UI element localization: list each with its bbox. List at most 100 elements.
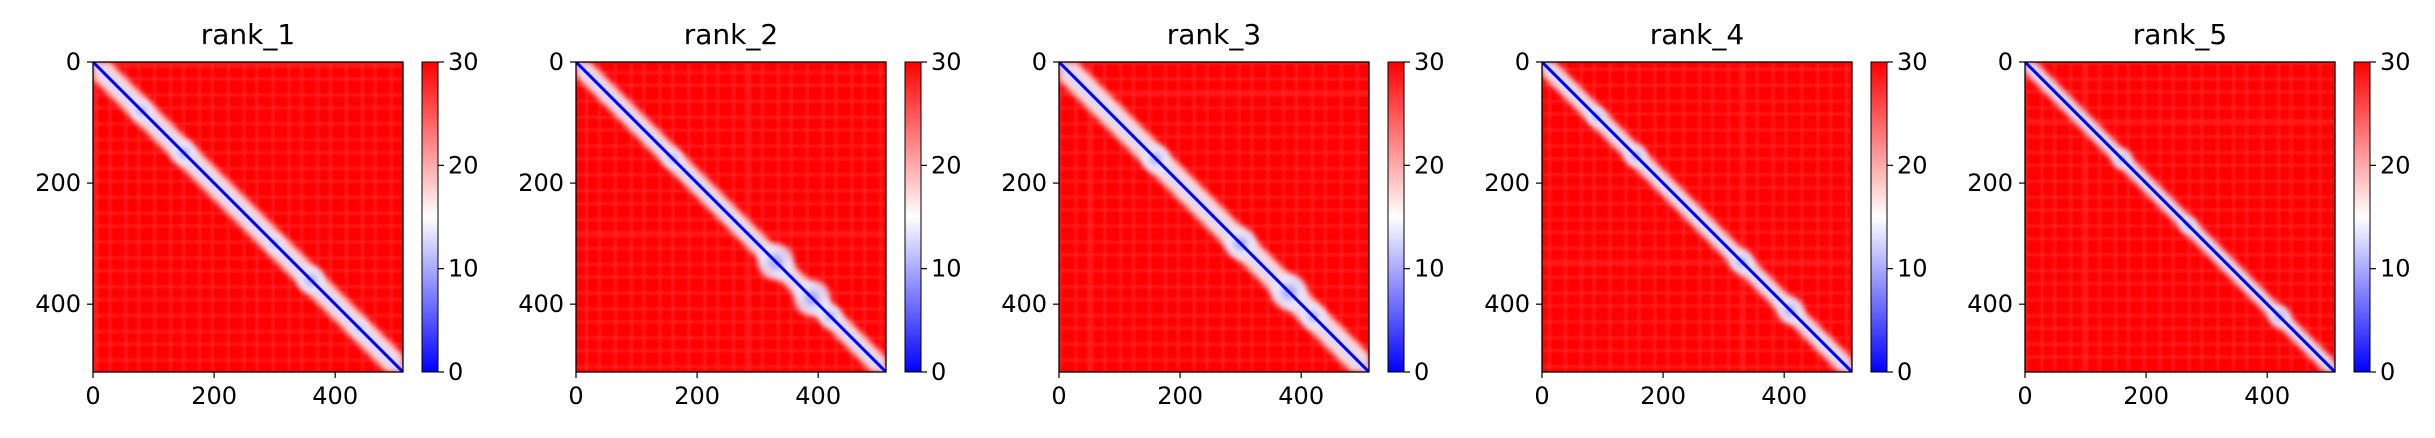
texture-streak [2025,90,2335,93]
texture-streak [576,320,886,323]
texture-streak [1164,62,1167,372]
y-tick-label: 0 [549,48,564,76]
colorbar-tick-label: 0 [2380,358,2395,386]
x-tick-label: 0 [568,382,583,410]
texture-streak [169,62,172,372]
texture-streak [1542,100,1852,103]
texture-streak [1625,62,1628,372]
texture-streak [2025,314,2335,317]
colorbar-gradient [2353,61,2371,373]
texture-streak [96,62,99,372]
texture-streak [2025,62,2027,372]
texture-streak [1059,343,1369,346]
colorbar-tick-label: 30 [448,48,479,76]
texture-streak [863,62,866,372]
x-tick-label: 0 [2017,382,2032,410]
texture-streak [2025,62,2335,64]
texture-streak [108,62,111,372]
texture-streak [2025,269,2335,272]
texture-streak [2245,62,2248,372]
colorbar: 0 10 20 30 [1870,48,1928,386]
x-tick-label: 200 [191,382,237,410]
texture-streak [585,62,588,372]
y-tick-label: 0 [1032,48,1047,76]
texture-streak [316,62,319,372]
texture-streak [2040,62,2043,372]
texture-streak [93,77,403,80]
texture-streak [93,359,403,362]
texture-streak [748,62,751,372]
texture-streak [1772,62,1775,372]
texture-streak [2232,62,2235,372]
x-tick-label: 400 [795,382,841,410]
texture-streak [2025,135,2335,138]
texture-streak [93,65,403,68]
texture-streak [1059,106,1369,109]
heatmap-image [1059,62,1369,372]
x-tick-label: 200 [674,382,720,410]
texture-streak [671,62,674,372]
texture-streak [1542,113,1852,116]
y-tick-label: 400 [1001,290,1047,318]
plot-title: rank_1 [201,18,295,51]
texture-streak [287,62,290,372]
texture-streak [576,189,886,192]
x-tick-label: 200 [1640,382,1686,410]
texture-streak [2277,62,2280,372]
colorbar-tick-label: 30 [931,48,962,76]
colorbar-tick-label: 20 [2380,151,2411,179]
texture-streak [2025,122,2335,125]
texture-streak [2025,77,2335,80]
colorbar-tick-label: 10 [1414,255,1445,283]
texture-streak [576,308,886,311]
texture-streak [806,62,809,372]
texture-streak [93,285,403,288]
texture-streak [1756,62,1759,372]
texture-streak [790,62,793,372]
texture-streak [1542,365,1852,368]
texture-streak [2127,62,2130,372]
texture-streak [1059,151,1369,154]
colorbar: 0 10 20 30 [1387,48,1445,386]
texture-streak [2025,106,2335,109]
texture-streak [93,167,403,170]
texture-streak [271,62,274,372]
y-tick-label: 0 [1515,48,1530,76]
texture-streak [390,62,393,372]
texture-streak [2098,62,2101,372]
texture-streak [1800,62,1803,372]
texture-streak [1090,62,1093,372]
colorbar-gradient [1387,61,1405,373]
texture-streak [1542,68,1852,71]
colorbar-tick-label: 30 [1897,48,1928,76]
texture-streak [687,62,690,372]
texture-streak [1059,167,1369,170]
texture-streak [1740,62,1743,372]
texture-streak [2216,62,2219,372]
texture-streak [1593,62,1596,372]
texture-streak [2025,237,2335,240]
diagonal-line [93,62,403,372]
texture-streak [93,62,95,372]
texture-streak [822,62,825,372]
texture-streak [1059,269,1369,272]
texture-streak [2053,62,2056,372]
texture-streak [1542,292,1852,295]
texture-streak [2025,164,2335,167]
texture-streak [614,62,617,372]
x-tick-label: 400 [1278,382,1324,410]
texture-streak [93,122,403,125]
texture-streak [576,129,886,132]
texture-streak [93,180,403,183]
texture-streak [576,231,886,234]
texture-streak [1148,62,1151,372]
texture-streak [1542,260,1852,263]
colorbar-tick-label: 0 [1897,358,1912,386]
diagonal-line [1542,62,1852,372]
colorbar-tick-label: 20 [931,151,962,179]
texture-streak [93,240,403,243]
texture-streak [850,62,853,372]
heatmap-panel-5: rank_5 0 200 400 0 200 400 0 10 20 30 [1967,18,2410,410]
texture-streak [630,62,633,372]
